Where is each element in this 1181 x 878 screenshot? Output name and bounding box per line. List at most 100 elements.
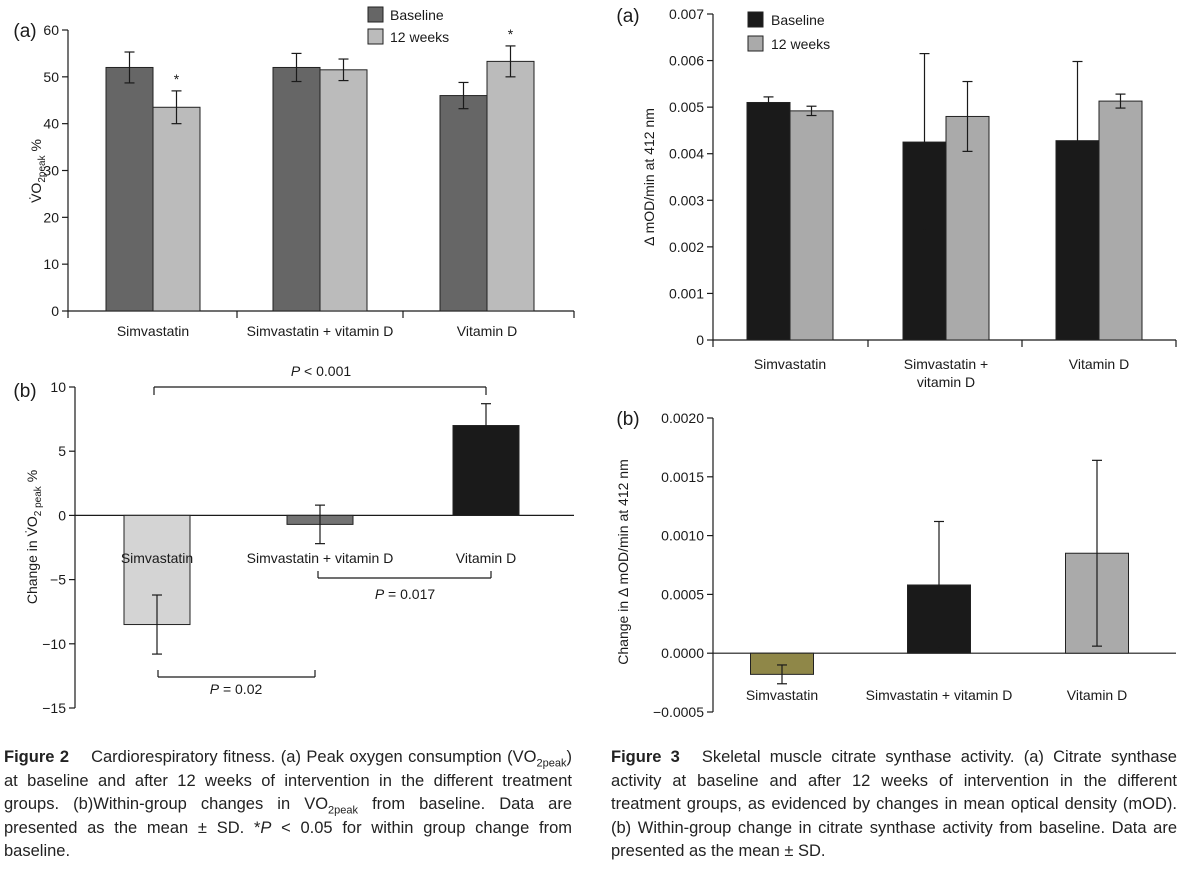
fig2b-error-bar-1	[315, 504, 325, 545]
fig3b-y-tick-label-1: 0.0000	[661, 645, 704, 661]
fig2a-y-tick-label-5: 50	[43, 69, 59, 85]
fig3a-bar-12weeks-0	[789, 110, 834, 341]
fig2a-bar-baseline-0	[105, 66, 154, 312]
fig3a-y-tick-label-6: 0.006	[669, 53, 704, 69]
fig2b-comparison-label-middle: P = 0.017	[375, 586, 436, 602]
fig2b-y-tick-label-2: −5	[50, 572, 66, 588]
fig3b-y-tick-label-0: −0.0005	[653, 704, 704, 720]
fig3a-x-tick-label-1-0: Simvastatin +	[904, 356, 988, 372]
fig3a-legend-swatch-0	[747, 11, 764, 28]
fig3a-error-bar-0-0	[763, 96, 774, 109]
fig2b-y-axis-label: Change in V̇O2 peak %	[24, 470, 44, 604]
fig2a-legend-label-0: Baseline	[390, 7, 444, 23]
fig2b-y-tick-label-1: −10	[42, 636, 66, 652]
fig2a-panel-label: (a)	[13, 21, 36, 42]
fig2b-y-tick-label-0: −15	[42, 700, 66, 716]
fig3a-x-tick-label-1-1: vitamin D	[917, 374, 975, 390]
fig2b-comparison-middle: P = 0.017	[317, 571, 492, 602]
fig3a-legend-swatch-1	[747, 35, 764, 52]
fig2a-legend-swatch-1	[367, 28, 384, 45]
fig3b-x-tick-label-1: Simvastatin + vitamin D	[866, 687, 1013, 703]
fig2a-bar-baseline-1	[272, 66, 321, 312]
fig2b-y-tick-label-4: 5	[58, 443, 66, 459]
fig3a-y-tick-label-7: 0.007	[669, 6, 704, 22]
fig3b-panel-label: (b)	[616, 409, 639, 430]
fig2a-y-tick-label-1: 10	[43, 256, 59, 272]
chart-fig3b: −0.0005 0.0000 0.0005 0.0010 0.0015 0.0020 (b)…	[615, 409, 1176, 720]
fig2b-comparison-label-top: P < 0.001	[291, 363, 352, 379]
fig2a-significance-mark-0: *	[174, 71, 180, 87]
fig3a-y-tick-label-3: 0.003	[669, 192, 704, 208]
figure-3-caption-text: Skeletal muscle citrate synthase activit…	[611, 748, 1177, 860]
fig2b-x-tick-label-1: Simvastatin + vitamin D	[247, 550, 394, 566]
fig3a-y-tick-label-5: 0.005	[669, 99, 704, 115]
fig2b-comparison-top: P < 0.001	[153, 363, 487, 395]
fig3b-x-tick-label-2: Vitamin D	[1067, 687, 1127, 703]
fig3a-y-tick-label-4: 0.004	[669, 146, 704, 162]
fig2a-error-bar-0-0	[124, 51, 135, 84]
fig2a-error-bar-0-2	[458, 81, 469, 110]
chart-fig2a: 0 10 20 30 40 50 60 (a) V̇O2peak % Simvastatin Sim…	[13, 6, 575, 339]
fig3a-error-bar-1-0	[806, 105, 817, 117]
fig2b-y-tick-label-5: 10	[50, 379, 66, 395]
fig3a-error-bar-0-2	[1072, 60, 1083, 221]
fig3b-y-tick-label-4: 0.0015	[661, 469, 704, 485]
chart-fig2b: −15 −10 −5 0 5 10 (b) Change in V̇O2 peak % Simv…	[13, 363, 574, 716]
fig2a-x-tick-label-0: Simvastatin	[117, 323, 189, 339]
fig2a-significance-mark-1: *	[508, 26, 514, 42]
fig2a-bar-baseline-2	[439, 95, 488, 312]
fig3b-y-tick-label-3: 0.0010	[661, 528, 704, 544]
fig3a-y-tick-label-1: 0.001	[669, 285, 704, 301]
fig2a-legend-swatch-0	[367, 6, 384, 23]
fig2a-error-bar-1-2	[505, 45, 516, 78]
fig3b-x-tick-label-0: Simvastatin	[746, 687, 818, 703]
fig3a-error-bar-1-1	[962, 80, 973, 152]
fig2a-y-tick-label-6: 60	[43, 22, 59, 38]
fig2a-bar-12weeks-0	[152, 106, 201, 312]
fig3b-error-bar-0	[777, 664, 787, 685]
fig2b-error-bar-2	[481, 403, 491, 448]
fig2a-legend-label-1: 12 weeks	[390, 29, 449, 45]
fig2a-x-tick-label-1: Simvastatin + vitamin D	[247, 323, 394, 339]
fig3a-y-tick-label-2: 0.002	[669, 239, 704, 255]
fig3b-y-axis-label: Change in Δ mOD/min at 412 nm	[615, 459, 631, 664]
fig2a-y-tick-label-3: 30	[43, 163, 59, 179]
fig2a-bar-12weeks-1	[319, 69, 368, 312]
fig3a-bar-12weeks-1	[945, 115, 990, 341]
fig2b-comparison-label-bottom: P = 0.02	[210, 681, 263, 697]
fig3a-error-bar-1-2	[1115, 93, 1126, 109]
figure-2-caption: Figure 2 Cardiorespiratory fitness. (a) P…	[4, 746, 572, 864]
fig2a-y-tick-label-4: 40	[43, 116, 59, 132]
fig3a-x-tick-label-0-0: Simvastatin	[754, 356, 826, 372]
fig2a-y-tick-label-0: 0	[51, 303, 59, 319]
fig2b-x-tick-label-0: Simvastatin	[121, 550, 193, 566]
fig3a-x-tick-label-2-0: Vitamin D	[1069, 356, 1129, 372]
fig2a-error-bar-1-0	[171, 90, 182, 125]
fig2a-error-bar-0-1	[291, 52, 302, 83]
fig3a-y-tick-label-0: 0	[696, 332, 704, 348]
fig2b-y-tick-label-3: 0	[58, 507, 66, 523]
fig3a-bar-baseline-0	[746, 101, 791, 341]
fig2b-comparison-bottom: P = 0.02	[157, 670, 316, 697]
fig2b-error-bar-0	[152, 594, 162, 655]
fig3b-y-tick-label-5: 0.0020	[661, 410, 704, 426]
fig2a-y-tick-label-2: 20	[43, 209, 59, 225]
fig3a-legend-label-0: Baseline	[771, 12, 825, 28]
fig2b-x-tick-label-2: Vitamin D	[456, 550, 516, 566]
fig3a-bar-12weeks-2	[1098, 100, 1143, 341]
fig3b-y-tick-label-2: 0.0005	[661, 586, 704, 602]
fig3b-error-bar-2	[1092, 459, 1102, 647]
figure-3-caption-label: Figure 3	[611, 748, 680, 766]
fig3a-error-bar-0-1	[919, 52, 930, 232]
fig2b-panel-label: (b)	[13, 381, 36, 402]
fig2a-x-tick-label-2: Vitamin D	[457, 323, 517, 339]
fig2a-bar-12weeks-2	[486, 60, 535, 312]
chart-fig3a: 0 0.001 0.002 0.003 0.004 0.005 0.006 0.007 (a) Δ…	[616, 6, 1177, 390]
fig3a-panel-label: (a)	[616, 6, 639, 27]
fig2a-error-bar-1-1	[338, 58, 349, 82]
fig3a-y-axis-label: Δ mOD/min at 412 nm	[641, 108, 657, 246]
fig2a-y-axis-label: V̇O2peak %	[28, 139, 48, 203]
figure-2-caption-text: Cardiorespiratory fitness. (a) Peak oxyg…	[4, 748, 572, 860]
fig3a-legend-label-1: 12 weeks	[771, 36, 830, 52]
